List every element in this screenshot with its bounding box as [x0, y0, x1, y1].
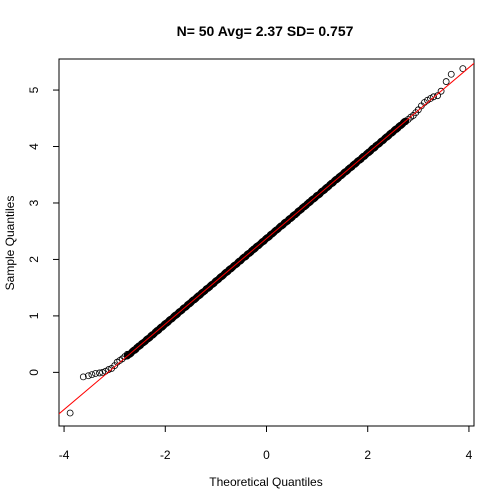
y-tick-label: 4	[27, 143, 41, 150]
reference-line	[59, 62, 474, 415]
data-point	[96, 369, 103, 377]
x-tick-label: 4	[466, 448, 473, 462]
data-point	[88, 371, 96, 379]
y-tick-label: 0	[27, 369, 41, 376]
y-axis-label: Sample Quantiles	[3, 196, 17, 291]
x-axis-label: Theoretical Quantiles	[209, 475, 322, 489]
y-tick-label: 3	[27, 199, 41, 206]
y-axis: 0 1 2 3 4 5	[27, 86, 60, 376]
reference-line-layer	[59, 62, 474, 415]
y-tick-label: 1	[27, 312, 41, 319]
data-point	[79, 373, 87, 381]
data-point	[437, 87, 445, 95]
data-point	[99, 368, 106, 376]
data-point	[84, 372, 92, 380]
data-point	[447, 70, 455, 78]
data-point	[404, 116, 412, 123]
data-point	[430, 93, 437, 101]
x-tick-label: 0	[263, 448, 270, 462]
x-tick-label: -4	[59, 448, 70, 462]
x-axis: -4 -2 0 2 4	[59, 425, 473, 462]
x-tick-label: 2	[364, 448, 371, 462]
points-layer	[66, 65, 467, 417]
data-point	[66, 409, 74, 417]
data-point	[459, 65, 467, 72]
data-point	[118, 355, 126, 363]
chart-title: N= 50 Avg= 2.37 SD= 0.757	[177, 23, 354, 39]
data-point	[434, 92, 441, 100]
data-point	[111, 362, 119, 369]
data-point	[121, 353, 129, 360]
data-point	[442, 78, 450, 85]
y-tick-label: 5	[27, 86, 41, 93]
x-tick-label: -2	[160, 448, 171, 462]
data-point	[123, 350, 131, 358]
data-point	[92, 370, 99, 377]
y-tick-label: 2	[27, 256, 41, 263]
